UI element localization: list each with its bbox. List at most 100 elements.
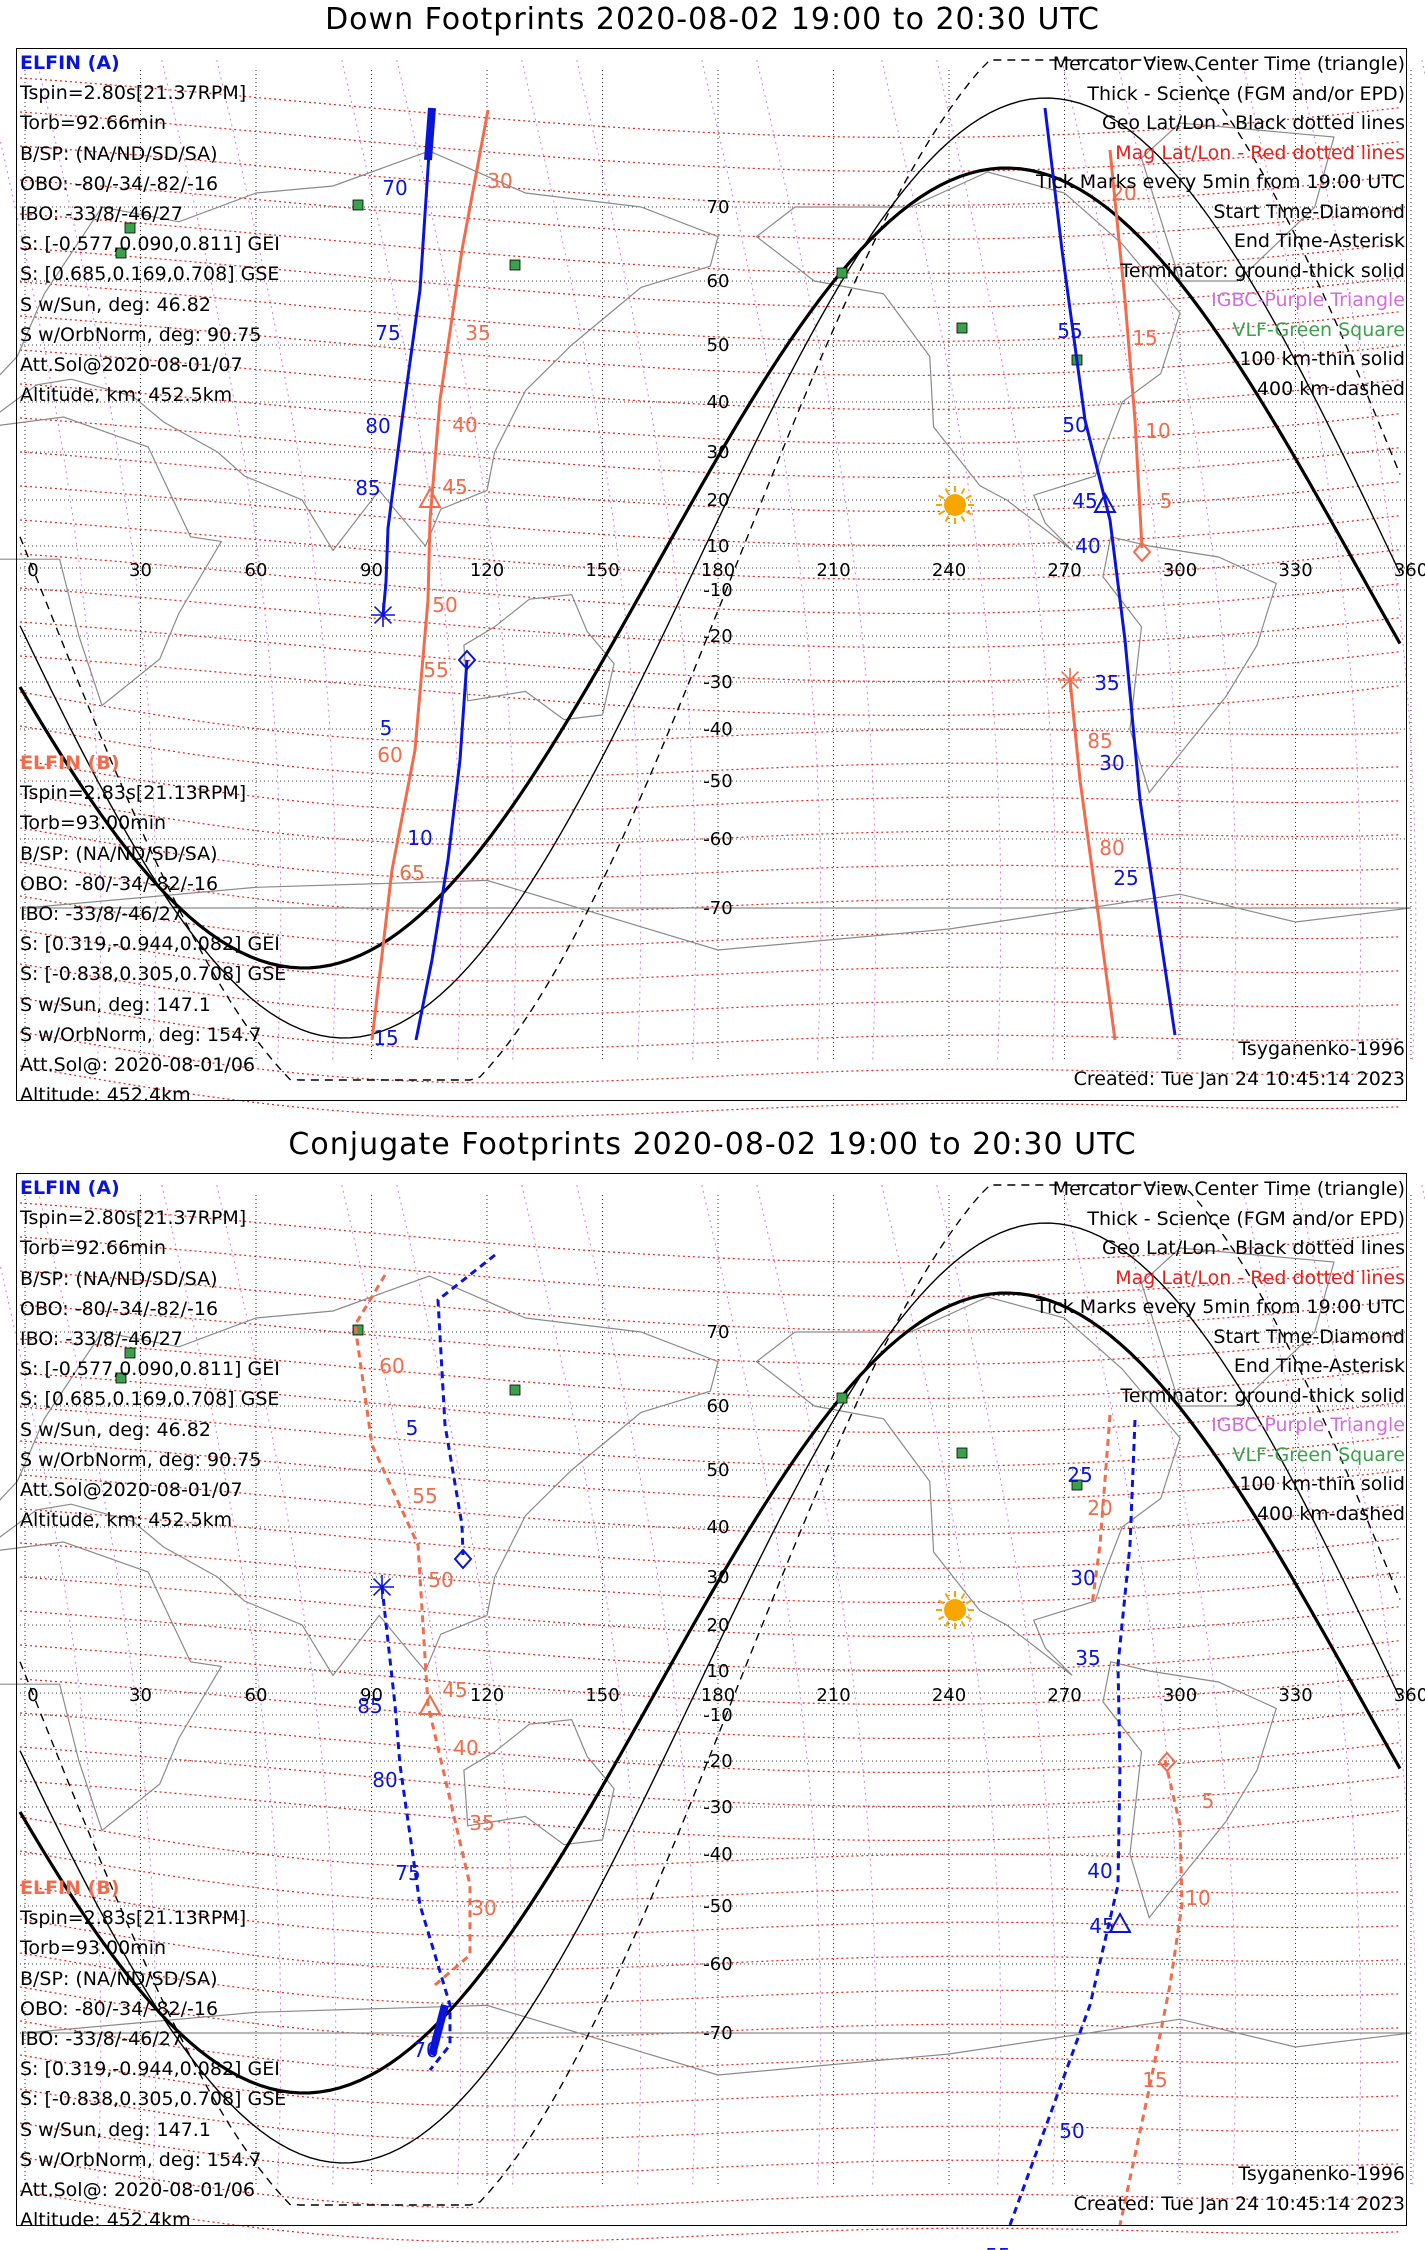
elfin-a-tick-label: 70: [413, 2038, 438, 2062]
mag-lat-line: [19, 77, 1401, 139]
lat-tick-label: 30: [707, 442, 730, 463]
elfin-b-tick-label: 55: [412, 1484, 437, 1508]
mag-lat-line: [19, 1406, 1401, 1468]
terminator-lines: [18, 1184, 1402, 2206]
mag-lat-line: [19, 1474, 1401, 1536]
sun-icon: [936, 486, 974, 524]
info-line: IBO: -33/8/-46/27: [20, 903, 183, 926]
terminator-100km: [19, 97, 1401, 1039]
mag-lat-line: [19, 1508, 1401, 1570]
lon-tick-label: 120: [470, 1685, 504, 1706]
sun-ray: [944, 515, 950, 522]
elfin-a-science: [428, 2003, 449, 2057]
sun-ray: [965, 1599, 972, 1605]
created-label: Created: Tue Jan 24 10:45:14 2023: [1073, 1068, 1405, 1090]
mag-lat-line: [19, 519, 1401, 581]
info-line: S w/Sun, deg: 46.82: [20, 1418, 211, 1441]
elfin-b-tick-label: 20: [1111, 181, 1136, 205]
info-line: Att.Sol@: 2020-08-01/06: [20, 1054, 256, 1077]
end-asterisk: [1060, 670, 1080, 690]
vlf-station: [509, 1384, 521, 1396]
mag-lat-lines: [0, 59, 1425, 1118]
mag-lat-line: [19, 349, 1401, 411]
elfin-a-tick-label: 40: [1075, 534, 1100, 558]
info-line: Tspin=2.80s[21.37RPM]: [20, 1207, 247, 1230]
lon-tick-label: 0: [27, 560, 38, 581]
legend-line: Mercator View Center Time (triangle): [1052, 1178, 1405, 1200]
lat-tick-label: 50: [707, 335, 730, 356]
legend-line: Start Time-Diamond: [1213, 1325, 1405, 1348]
vlf-station: [352, 1324, 364, 1336]
legend-line: Mag Lat/Lon - Red dotted lines: [1115, 1266, 1405, 1289]
elfin-a-tick-label: 50: [1062, 413, 1087, 437]
info-line: B/SP: (NA/ND/SD/SA): [20, 842, 218, 865]
mag-lat-line: [19, 451, 1401, 513]
lon-tick-label: 30: [129, 560, 152, 581]
map-frame: [16, 1173, 1407, 2226]
info-line: S w/Sun, deg: 147.1: [20, 2118, 211, 2141]
lat-tick-label: 30: [707, 1567, 730, 1588]
center-time-triangle: [1108, 1911, 1132, 1933]
mag-lat-line: [19, 417, 1401, 479]
lat-tick-label: -20: [703, 626, 732, 647]
lon-tick-label: 210: [816, 560, 850, 581]
start-diamond: [1132, 541, 1152, 563]
elfin-a-tick-label: 85: [355, 476, 380, 500]
elfin-b-header: ELFIN (B): [20, 752, 120, 774]
info-line: OBO: -80/-34/-82/-16: [20, 872, 219, 895]
elfin-b-tick-label: 60: [379, 1354, 404, 1378]
elfin-a-tick-label: 5: [380, 716, 393, 740]
legend-line: IGBC-Purple Triangle: [1211, 1414, 1405, 1436]
mag-lat-line: [19, 179, 1401, 241]
elfin-a-info: ELFIN (A) Tspin=2.80s[21.37RPM] Torb=92.…: [20, 48, 280, 410]
satellite-tracks: 5 85 80 75 70 55 50 45 40 35 30 25 60 55 50 45 40 35 30 20 5…: [115, 1253, 1215, 2250]
map-frame: [16, 48, 1407, 1101]
legend: Mercator View Center Time (triangle) Thi…: [1036, 1175, 1405, 1529]
info-line: OBO: -80/-34/-82/-16: [20, 172, 219, 195]
created-label: Created: Tue Jan 24 10:45:14 2023: [1073, 2193, 1405, 2215]
start-diamond: [457, 649, 477, 671]
elfin-a-track: [381, 107, 434, 616]
info-line: B/SP: (NA/ND/SD/SA): [20, 1267, 218, 1290]
legend-line: End Time-Asterisk: [1233, 230, 1405, 252]
coastline: [0, 150, 719, 552]
lon-tick-label: 360: [1394, 1685, 1425, 1706]
mag-lat-line: [19, 587, 1401, 649]
elfin-b-tick-label: 10: [1145, 419, 1170, 443]
info-line: S: [-0.838,0.305,0.708] GSE: [20, 2088, 287, 2111]
legend-line: Tick Marks every 5min from 19:00 UTC: [1036, 1296, 1405, 1318]
elfin-b-tick-label: 35: [465, 321, 490, 345]
elfin-a-track: [414, 659, 469, 1041]
lon-tick-label: 180: [701, 560, 735, 581]
coastline: [1102, 1661, 1277, 1919]
lat-tick-label: -70: [703, 2023, 732, 2044]
legend-line: Mag Lat/Lon - Red dotted lines: [1115, 141, 1405, 164]
info-line: S w/OrbNorm, deg: 154.7: [20, 2148, 262, 2171]
sun-ray: [938, 1599, 945, 1605]
mag-lat-line: [19, 655, 1401, 717]
mag-lat-line: [19, 1780, 1401, 1842]
elfin-b-tick-label: 85: [1087, 729, 1112, 753]
end-asterisk: [373, 605, 393, 625]
center-time-triangle: [1093, 491, 1117, 513]
mag-lat-line: [19, 1712, 1401, 1774]
coastlines: [0, 1247, 1412, 2076]
lat-tick-label: -20: [703, 1751, 732, 1772]
lon-tick-label: 0: [27, 1685, 38, 1706]
info-line: Tspin=2.83s[21.13RPM]: [20, 782, 247, 805]
lon-tick-label: 330: [1278, 1685, 1312, 1706]
elfin-a-info: ELFIN (A) Tspin=2.80s[21.37RPM] Torb=92.…: [20, 1173, 280, 1535]
mag-lat-line: [19, 1678, 1401, 1740]
lat-tick-label: -50: [703, 1896, 732, 1917]
elfin-b-tick-label: 15: [1142, 2068, 1167, 2092]
elfin-b-track: [1090, 1414, 1112, 1606]
mag-lat-line: [19, 621, 1401, 683]
info-line: S w/Sun, deg: 46.82: [20, 293, 211, 316]
elfin-b-tick-label: 50: [432, 593, 457, 617]
vlf-station: [115, 1372, 127, 1384]
elfin-b-tick-label: 5: [1202, 1789, 1215, 1813]
lat-tick-label: 20: [707, 490, 730, 511]
terminator-400km: [19, 1184, 1401, 2206]
elfin-b-track: [370, 109, 490, 1041]
lon-tick-label: 150: [585, 560, 619, 581]
